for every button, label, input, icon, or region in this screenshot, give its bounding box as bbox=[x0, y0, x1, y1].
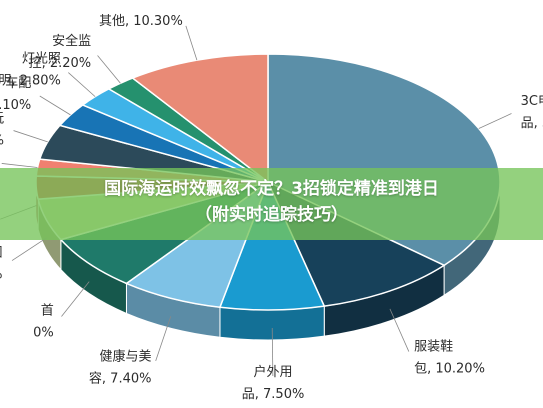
slice-label-1-1: 包, 10.20% bbox=[414, 362, 485, 377]
overlay-banner bbox=[0, 168, 543, 240]
leader-line-0 bbox=[478, 113, 512, 129]
slice-label-11-0: 安全监 bbox=[52, 33, 91, 49]
slice-label-5-0: 园 bbox=[0, 245, 2, 260]
slice-label-12-0: 其他, 10.30% bbox=[99, 14, 183, 29]
leader-line-11 bbox=[97, 55, 121, 84]
leader-line-12 bbox=[185, 25, 198, 61]
slice-label-1-0: 服装鞋 bbox=[414, 339, 453, 355]
leader-line-1 bbox=[389, 308, 410, 352]
leader-line-8 bbox=[13, 130, 48, 143]
slice-label-4-0: 首 bbox=[41, 303, 54, 318]
slice-label-3-0: 健康与美 bbox=[99, 348, 151, 364]
leader-lines bbox=[0, 25, 512, 376]
pie-slice-2 bbox=[218, 180, 326, 311]
slice-label-9-1: .10% bbox=[0, 98, 31, 113]
banner-title-line2: （附实时追踪技巧） bbox=[195, 205, 348, 225]
leader-line-7 bbox=[1, 163, 38, 168]
slice-label-8-1: .60% bbox=[0, 134, 4, 149]
slice-label-11-1: 控, 2.20% bbox=[29, 56, 92, 71]
slice-label-0-0: 3C电子 bbox=[521, 94, 543, 109]
leader-line-2 bbox=[271, 327, 274, 376]
slice-label-0-1: 品, 37.7 bbox=[521, 116, 543, 131]
overlay-banner-text: 国际海运时效飘忽不定？3招锁定精准到港日 （附实时追踪技巧） bbox=[0, 176, 543, 228]
slice-label-5-1: 0% bbox=[0, 267, 2, 282]
banner-title-line1: 国际海运时效飘忽不定？3招锁定精准到港日 bbox=[104, 179, 439, 199]
slice-label-3-1: 容, 7.40% bbox=[89, 370, 152, 386]
slice-label-4-1: 0% bbox=[33, 325, 54, 340]
slice-label-9-0: 车配 bbox=[5, 75, 31, 91]
leader-line-5 bbox=[11, 237, 47, 261]
leader-line-9 bbox=[39, 95, 71, 116]
leader-line-10 bbox=[68, 72, 96, 97]
slice-label-10-1: 明, 2.80% bbox=[0, 74, 61, 89]
slice-label-2-0: 户外用 bbox=[254, 364, 293, 380]
slice-label-2-1: 品, 7.50% bbox=[242, 387, 305, 402]
leader-line-3 bbox=[155, 316, 172, 362]
leader-line-4 bbox=[61, 281, 90, 317]
slice-label-10-0: 灯光照 bbox=[22, 52, 61, 67]
slice-label-8-0: 婴玩 bbox=[0, 112, 4, 127]
